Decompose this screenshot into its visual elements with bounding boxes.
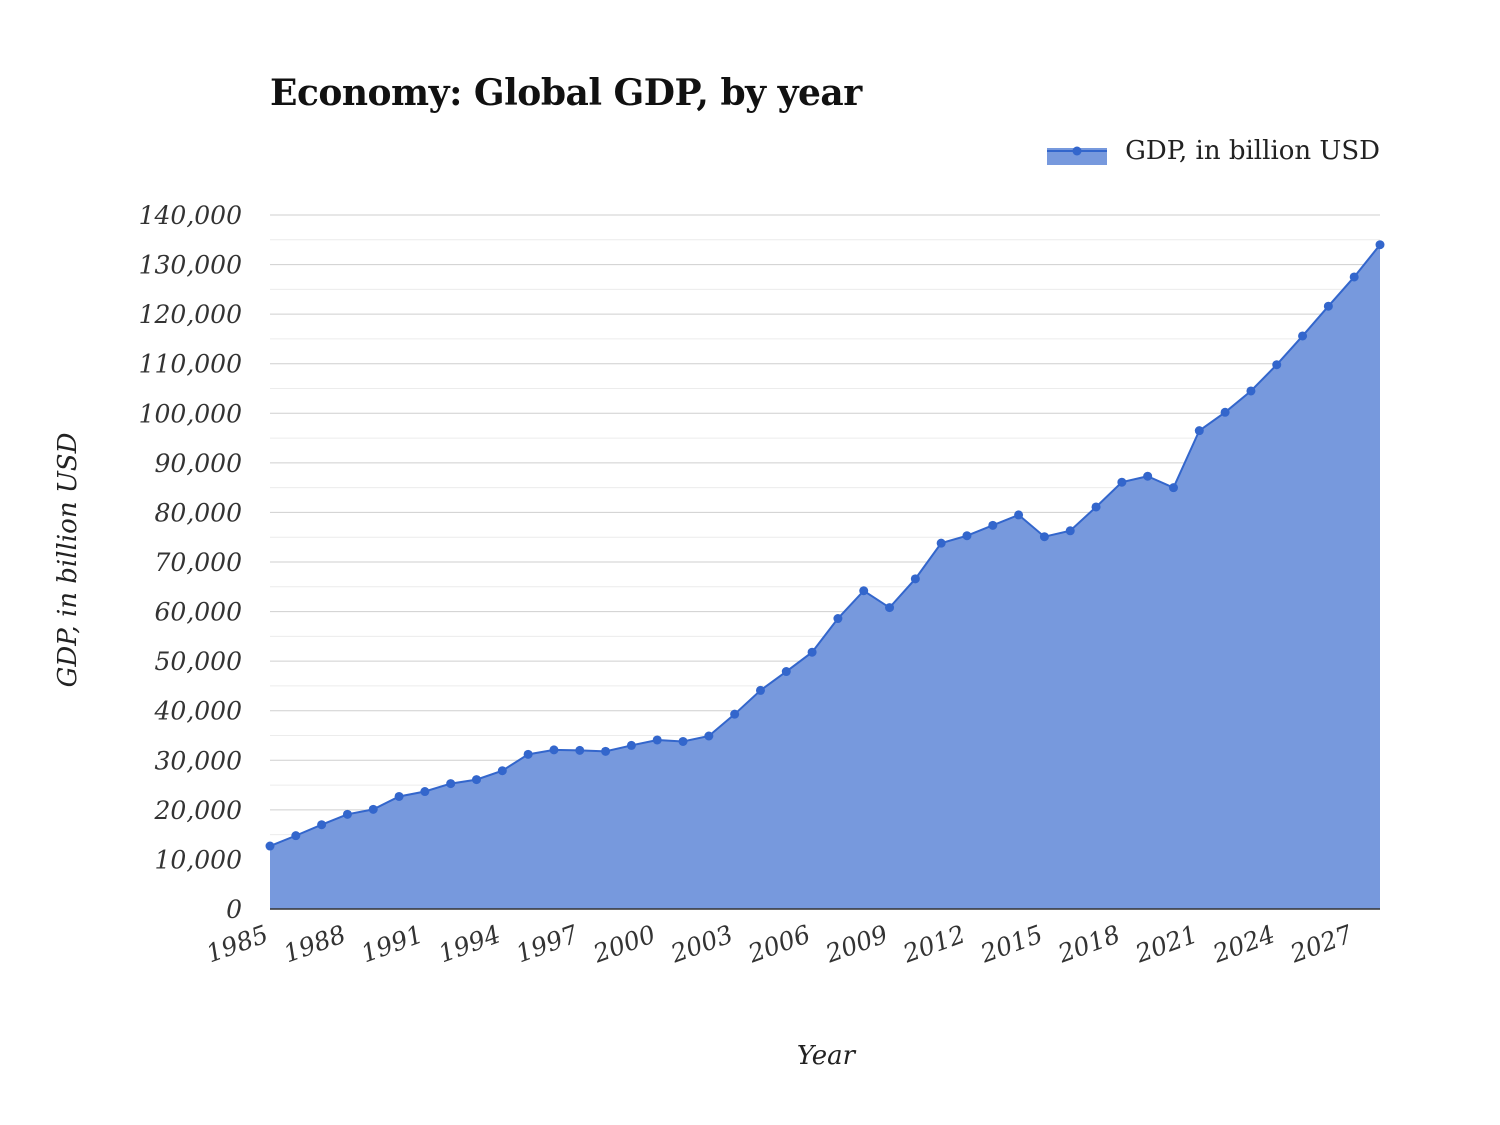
x-tick-label: 2003 [666,919,737,968]
data-point[interactable] [1194,426,1204,436]
y-tick-label: 80,000 [155,498,243,527]
y-tick-label: 130,000 [139,251,242,280]
x-tick-label: 2027 [1286,919,1357,968]
x-tick-label: 2000 [589,919,660,968]
data-point[interactable] [988,520,998,530]
y-tick-label: 40,000 [154,697,243,726]
x-tick-label: 1985 [202,919,272,968]
data-point[interactable] [601,746,611,756]
data-point[interactable] [549,745,559,755]
legend-label: GDP, in billion USD [1125,136,1380,166]
x-tick-label: 2018 [1053,919,1124,968]
data-point[interactable] [1375,240,1385,250]
data-points [265,240,1385,851]
data-point[interactable] [962,531,972,541]
y-tick-label: 100,000 [139,399,242,428]
data-point[interactable] [342,809,352,819]
x-tick-label: 1988 [280,919,350,968]
data-point[interactable] [910,574,920,584]
data-point[interactable] [1117,477,1127,487]
legend-swatch [1047,148,1107,165]
data-point[interactable] [807,647,817,657]
x-tick-label: 2015 [976,919,1047,968]
data-point[interactable] [626,740,636,750]
data-point[interactable] [1091,502,1101,512]
data-point[interactable] [1143,471,1153,481]
y-tick-label: 20,000 [154,796,243,825]
data-point[interactable] [497,766,507,776]
data-point[interactable] [1039,532,1049,542]
data-point[interactable] [575,745,585,755]
data-point[interactable] [1298,331,1308,341]
data-point[interactable] [885,603,895,613]
data-point[interactable] [420,787,430,797]
data-point[interactable] [265,841,275,851]
x-tick-label: 2012 [898,919,969,968]
y-tick-label: 10,000 [155,845,243,874]
data-point[interactable] [936,538,946,548]
y-tick-label: 110,000 [139,350,242,379]
data-point[interactable] [678,736,688,746]
data-point[interactable] [833,614,843,624]
data-point[interactable] [1349,272,1359,282]
data-point[interactable] [859,586,869,596]
x-tick-label: 2006 [743,919,814,968]
area-fill [270,244,1380,909]
data-point[interactable] [317,820,327,830]
y-axis-title: GDP, in billion USD [53,432,83,687]
data-point[interactable] [652,735,662,745]
data-point[interactable] [1065,526,1075,536]
x-axis-ticks: 1985 1988 1991 1994 1997 2000 2003 2006 2009 2012… [202,919,1356,968]
chart-title: Economy: Global GDP, by year [270,72,862,114]
y-tick-label: 90,000 [155,449,243,478]
data-point[interactable] [523,749,533,759]
data-point[interactable] [781,667,791,677]
data-point[interactable] [704,731,714,741]
data-point[interactable] [755,685,765,695]
data-point[interactable] [1220,407,1230,417]
data-point[interactable] [1323,301,1333,311]
x-tick-label: 1991 [357,919,427,968]
data-point[interactable] [730,709,740,719]
data-point[interactable] [1168,483,1178,493]
x-tick-label: 1994 [435,919,505,968]
x-tick-label: 2021 [1131,919,1202,968]
data-point[interactable] [1272,360,1282,370]
y-tick-label: 50,000 [155,647,243,676]
y-tick-label: 60,000 [155,598,243,627]
data-point[interactable] [291,831,301,841]
area-layer [269,244,1381,909]
y-tick-label: 0 [226,895,242,924]
data-point[interactable] [368,804,378,814]
x-tick-label: 2009 [821,919,892,968]
data-point[interactable] [394,791,404,801]
data-point[interactable] [472,775,482,785]
data-point[interactable] [1014,510,1024,520]
y-tick-label: 70,000 [155,548,243,577]
x-axis-title: Year [797,1041,857,1071]
legend: GDP, in billion USD [1047,136,1380,166]
data-point[interactable] [446,779,456,789]
y-tick-label: 30,000 [155,746,243,775]
legend-marker [1072,146,1082,156]
y-tick-label: 140,000 [139,201,242,230]
x-tick-label: 2024 [1208,919,1279,968]
y-tick-label: 120,000 [139,300,242,329]
x-tick-label: 1997 [512,919,582,968]
y-axis-ticks: 0 10,000 20,000 30,000 40,000 50,000 60,000 70,… [139,201,242,924]
data-point[interactable] [1246,386,1256,396]
